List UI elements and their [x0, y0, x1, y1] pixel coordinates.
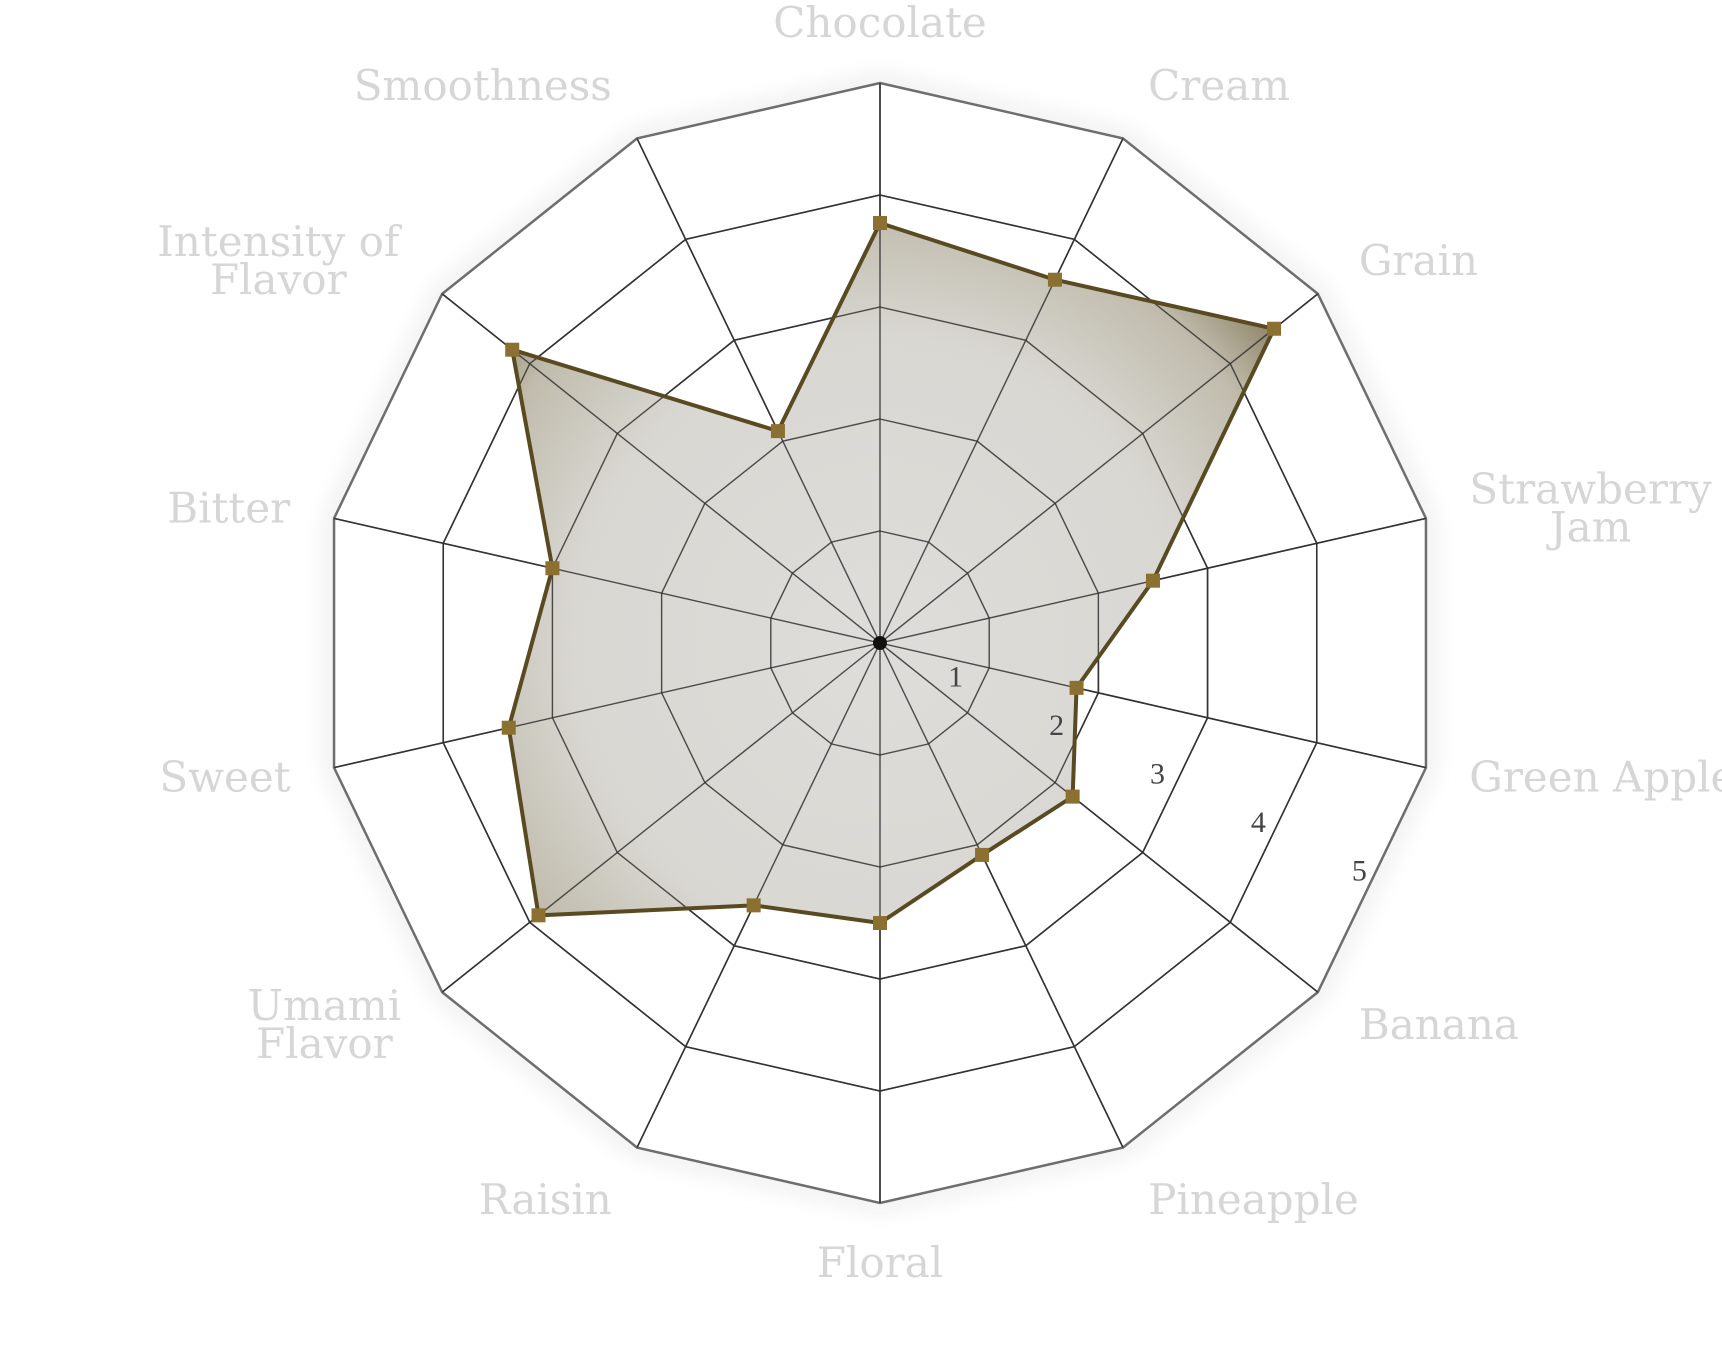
- data-point: [531, 908, 546, 923]
- center-point: [873, 636, 887, 650]
- tick-label: 3: [1150, 758, 1165, 791]
- axis-label: Chocolate: [773, 0, 987, 47]
- axis-label: Bitter: [167, 483, 291, 532]
- axis-label-line: Pineapple: [1148, 1175, 1359, 1224]
- grid-spoke-overlay: [879, 642, 1427, 769]
- axis-label-line: Smoothness: [354, 61, 612, 110]
- axis-label-line: Green Apple: [1469, 753, 1722, 802]
- tick-label: 1: [948, 660, 963, 693]
- series-fill: [508, 223, 1275, 923]
- data-point: [1047, 272, 1062, 287]
- axis-label-line: Grain: [1359, 236, 1478, 285]
- data-point: [770, 424, 785, 439]
- data-point: [1069, 680, 1084, 695]
- axis-label: Intensity of Flavor: [157, 217, 403, 304]
- series-area: [333, 82, 1427, 1204]
- grid-spoke-overlay: [879, 138, 1124, 644]
- data-point: [545, 561, 560, 576]
- data-point: [1065, 789, 1080, 804]
- grid-spoke-overlay: [636, 642, 881, 1148]
- axis-label: Grain: [1359, 236, 1478, 285]
- grid-spoke-overlay: [879, 642, 1319, 993]
- radial-tick-labels: 1 2 3 4 5: [948, 660, 1367, 887]
- axis-labels: Chocolate Cream Grain Strawberry Jam Green Ap…: [157, 0, 1722, 1287]
- axis-label: Green Apple: [1469, 753, 1722, 802]
- data-point: [975, 847, 990, 862]
- axis-label: Smoothness: [354, 61, 612, 110]
- axis-label-line: Banana: [1359, 1000, 1519, 1049]
- axis-label: Pineapple: [1148, 1175, 1359, 1224]
- axis-label: Umami Flavor: [248, 981, 402, 1068]
- axis-label: Sweet: [159, 753, 290, 802]
- axis-label-line: Bitter: [167, 483, 291, 532]
- axis-label-line: Floral: [817, 1238, 943, 1287]
- axis-label: Cream: [1148, 61, 1290, 110]
- axis-label-line: Umami: [248, 981, 402, 1030]
- series-markers: [501, 216, 1282, 930]
- data-point: [1145, 573, 1160, 588]
- axis-label-line: Cream: [1148, 61, 1290, 110]
- tick-label: 5: [1352, 855, 1367, 888]
- data-point: [1267, 321, 1282, 336]
- grid-spoke-overlay: [333, 517, 881, 644]
- axis-label-line: Flavor: [256, 1019, 394, 1068]
- axis-label-line: Sweet: [159, 753, 290, 802]
- axis-label: Raisin: [479, 1175, 612, 1224]
- axis-label-line: Strawberry: [1469, 464, 1712, 513]
- grid-spoke-overlay: [441, 642, 881, 993]
- axis-label-line: Chocolate: [773, 0, 987, 47]
- grid-spoke-overlay: [879, 642, 1124, 1148]
- tick-label: 2: [1049, 709, 1064, 742]
- grid-spoke-overlay: [333, 642, 881, 769]
- axis-label: Banana: [1359, 1000, 1519, 1049]
- axis-label-line: Jam: [1546, 502, 1632, 551]
- data-point: [873, 216, 887, 230]
- axis-label-line: Intensity of: [157, 217, 403, 266]
- data-point: [746, 898, 761, 913]
- data-point: [505, 342, 520, 357]
- tick-label: 4: [1251, 806, 1266, 839]
- data-point: [873, 916, 887, 930]
- axis-label: Strawberry Jam: [1469, 464, 1712, 551]
- data-point: [501, 720, 516, 735]
- axis-label: Floral: [817, 1238, 943, 1287]
- axis-label-line: Raisin: [479, 1175, 612, 1224]
- grid-spoke-overlay: [879, 293, 1319, 644]
- axis-label-line: Flavor: [210, 255, 348, 304]
- grid-spoke-overlay: [636, 138, 881, 644]
